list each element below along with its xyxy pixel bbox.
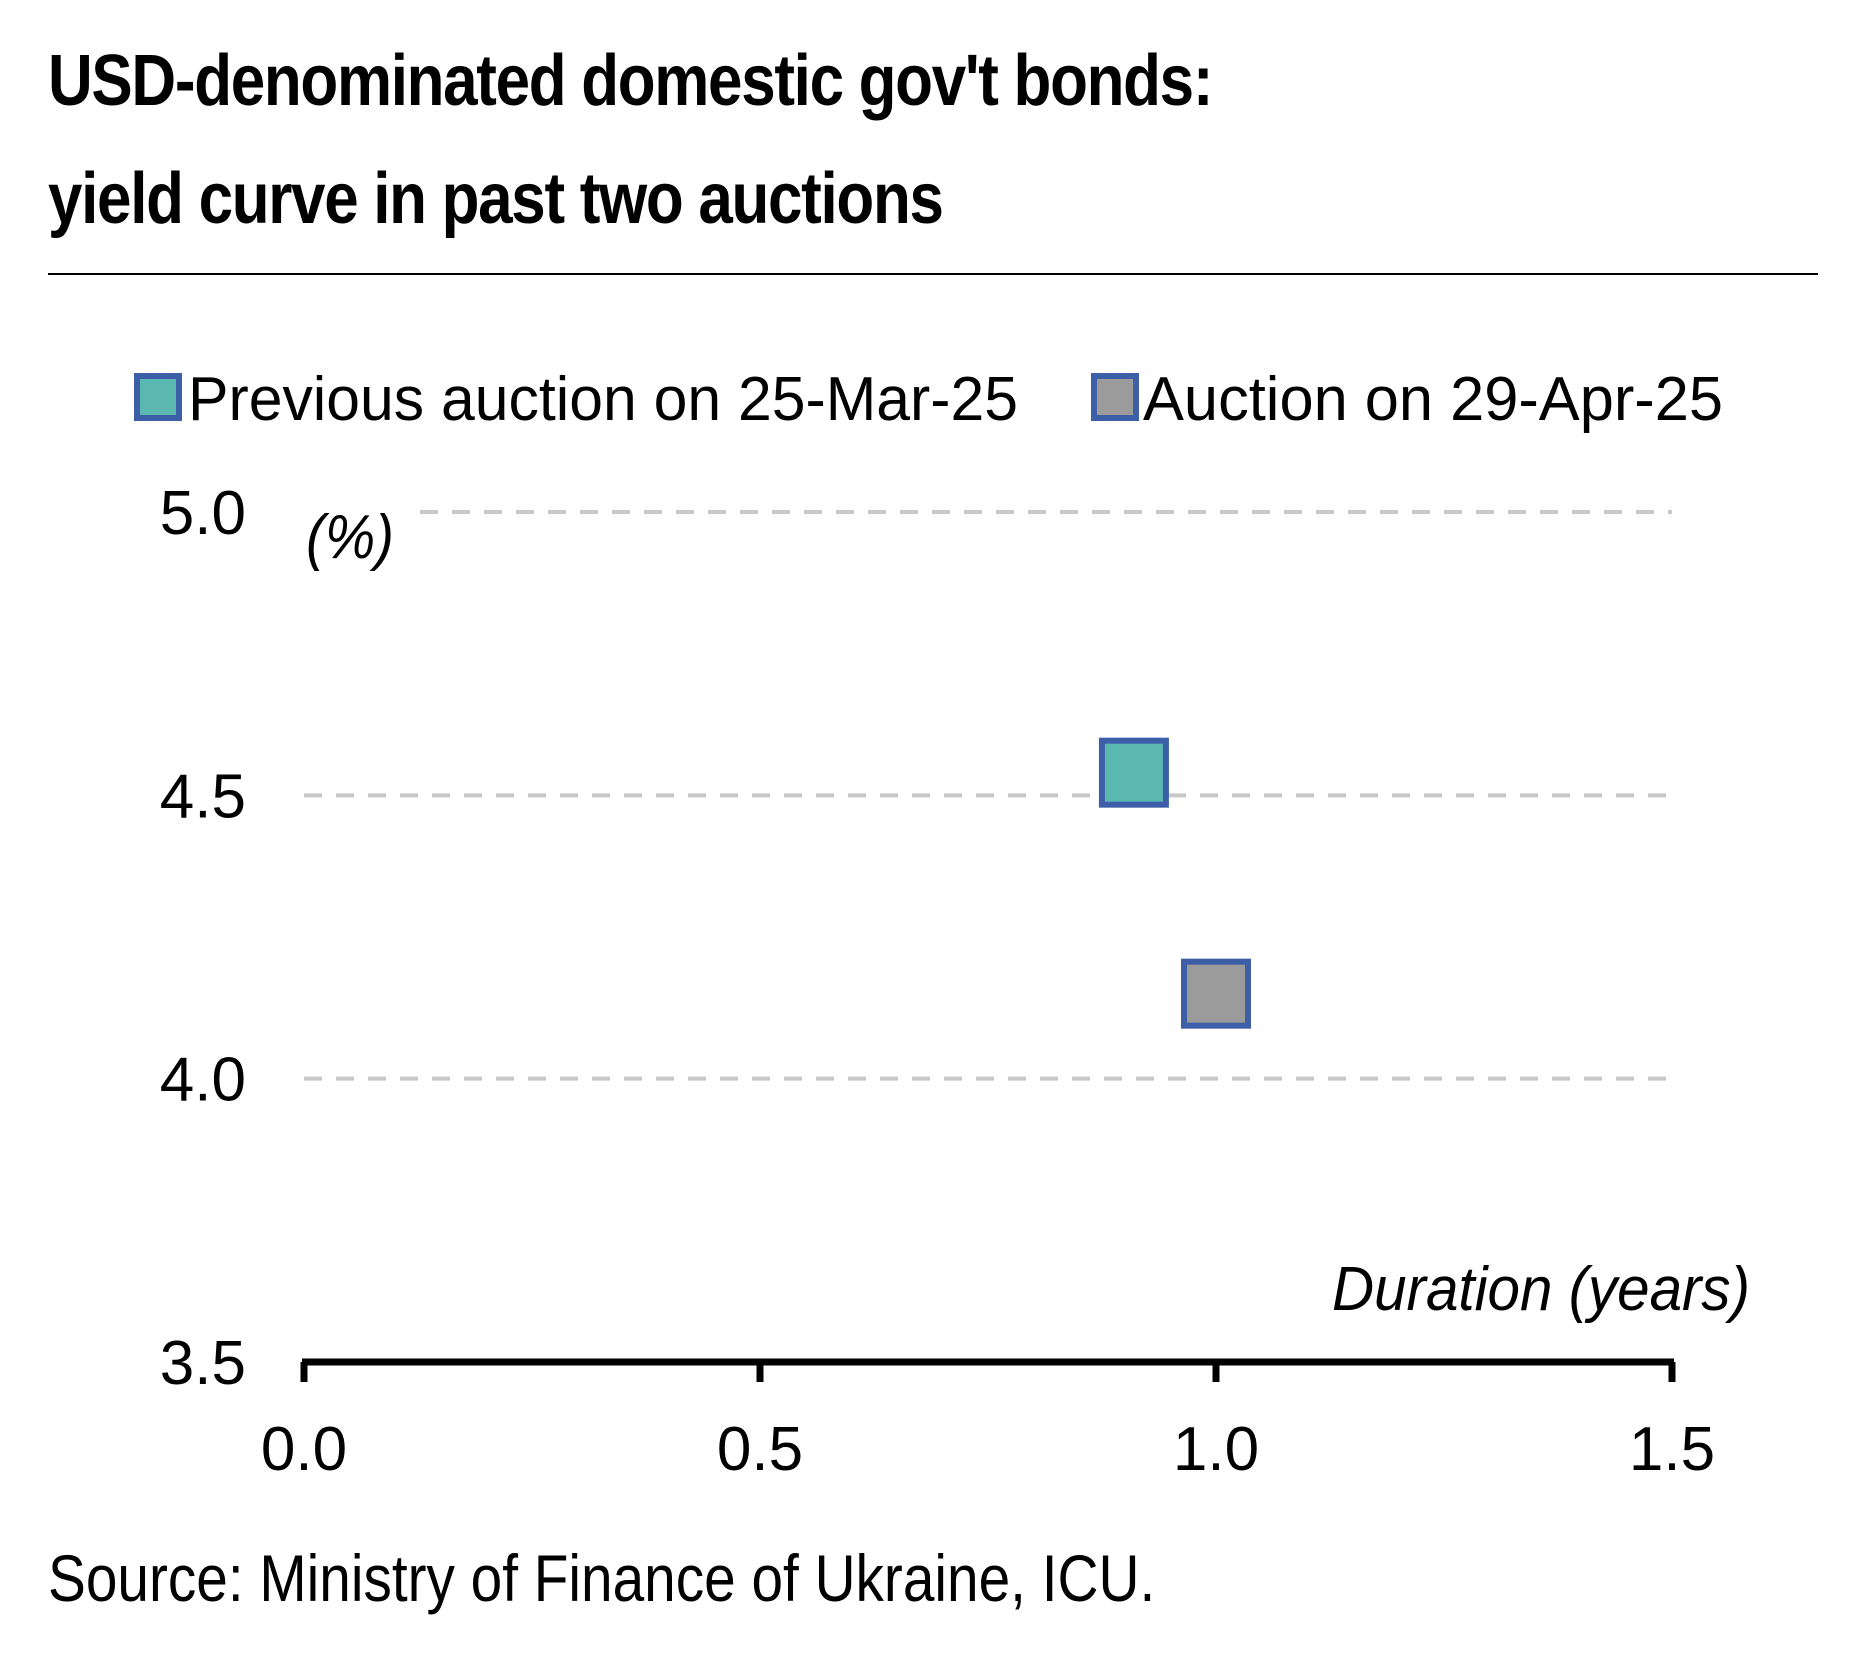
x-axis: 0.0 0.5 1.0 1.5	[261, 1358, 1715, 1484]
y-tick-label: 4.0	[160, 1046, 246, 1115]
x-tick-label: 0.5	[717, 1415, 803, 1484]
x-axis-title: Duration (years)	[1332, 1255, 1750, 1324]
y-tick-label: 3.5	[160, 1329, 246, 1398]
data-point-previous-auction	[1098, 737, 1169, 808]
legend-swatch-current	[1091, 373, 1139, 421]
x-tick-label: 0.0	[261, 1415, 347, 1484]
legend-label-previous: Previous auction on 25-Mar-25	[188, 365, 1018, 434]
gridlines	[304, 510, 1672, 1081]
legend-swatch-previous	[134, 373, 182, 421]
chart-title-line-1: USD-denominated domestic gov't bonds:	[48, 41, 1213, 121]
y-axis-unit-label: (%)	[306, 503, 394, 572]
data-point-current-auction	[1181, 958, 1251, 1029]
legend: Previous auction on 25-Mar-25 Auction on…	[134, 365, 1723, 434]
y-tick-label: 4.5	[160, 762, 246, 831]
x-tick-label: 1.5	[1629, 1415, 1715, 1484]
data-points	[1098, 737, 1251, 1029]
y-axis-ticks: 5.0 4.5 4.0 3.5	[160, 479, 246, 1398]
y-tick-label: 5.0	[160, 479, 246, 548]
source-note: Source: Ministry of Finance of Ukraine, …	[48, 1541, 1156, 1615]
x-tick-label: 1.0	[1173, 1415, 1259, 1484]
yield-curve-chart: Previous auction on 25-Mar-25 Auction on…	[134, 365, 1750, 1484]
chart-title-line-2: yield curve in past two auctions	[48, 159, 944, 239]
title-divider	[48, 273, 1818, 275]
chart-title: USD-denominated domestic gov't bonds: yi…	[48, 22, 1213, 258]
legend-label-current: Auction on 29-Apr-25	[1143, 365, 1723, 434]
